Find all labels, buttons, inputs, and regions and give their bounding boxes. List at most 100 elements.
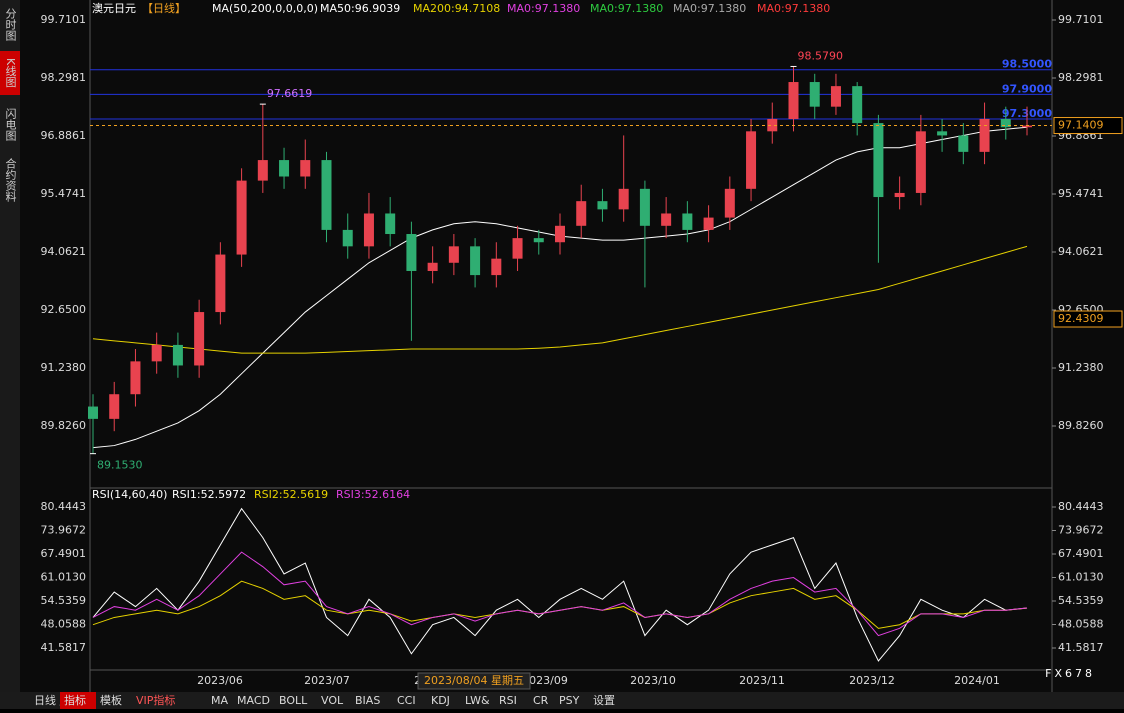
candle-body — [852, 86, 862, 123]
candle-body — [576, 201, 586, 226]
y-tick-label: 94.0621 — [41, 245, 87, 258]
legend-entry: RSI1:52.5972 — [172, 488, 246, 501]
candle-body — [343, 230, 353, 246]
price-badge-label: 92.4309 — [1058, 312, 1104, 325]
x-tick-label: 2023/06 — [197, 674, 243, 687]
candle-body — [364, 213, 374, 246]
toolbar-button[interactable]: RSI — [499, 694, 517, 707]
rsi-tick-label-right: 80.4443 — [1058, 500, 1104, 513]
candle-body — [88, 407, 98, 419]
candle-body — [980, 119, 990, 152]
legend-entry: RSI3:52.6164 — [336, 488, 410, 501]
legend-entry: MA0:97.1380 — [507, 2, 580, 15]
side-panel — [0, 0, 20, 692]
side-tab[interactable]: 闪电图 — [4, 107, 17, 142]
toolbar-button[interactable]: CCI — [397, 694, 416, 707]
annotation-label: 89.1530 — [97, 459, 143, 472]
y-tick-label-right: 99.7101 — [1058, 13, 1104, 26]
toolbar-button[interactable]: LW& — [465, 694, 490, 707]
toolbar-button[interactable]: MA — [211, 694, 228, 707]
toolbar-button[interactable]: PSY — [559, 694, 580, 707]
candle-body — [916, 131, 926, 193]
toolbar-button[interactable]: VIP指标 — [136, 693, 175, 707]
level-label: 98.5000 — [1002, 58, 1052, 71]
candle-body — [725, 189, 735, 218]
rsi-tick-label: 80.4443 — [41, 500, 87, 513]
toolbar-button[interactable]: 模板 — [100, 693, 122, 707]
candle-body — [937, 131, 947, 135]
y-tick-label: 92.6500 — [41, 303, 87, 316]
rsi-params: RSI(14,60,40) — [92, 488, 167, 501]
legend-entry: MA200:94.7108 — [413, 2, 500, 15]
y-tick-label: 98.2981 — [41, 71, 87, 84]
candle-body — [491, 259, 501, 275]
x-tick-label: 2024/01 — [954, 674, 1000, 687]
legend-entry: MA50:96.9039 — [320, 2, 400, 15]
tooltip: 2023/08/04 星期五 — [424, 674, 524, 687]
candle-body — [385, 213, 395, 234]
rsi-tick-label: 48.0588 — [41, 618, 87, 631]
x-tick-label: 2023/10 — [630, 674, 676, 687]
rsi-tick-label-right: 73.9672 — [1058, 523, 1104, 536]
y-tick-label-right: 89.8260 — [1058, 419, 1104, 432]
candle-body — [958, 135, 968, 151]
candle-body — [130, 361, 140, 394]
x-tick-label: 2023/07 — [304, 674, 350, 687]
candle-body — [322, 160, 332, 230]
candle-body — [555, 226, 565, 242]
rsi-tick-label-right: 67.4901 — [1058, 547, 1104, 560]
toolbar-button[interactable]: 指标 — [64, 693, 86, 707]
legend-entry: RSI2:52.5619 — [254, 488, 328, 501]
period: 【日线】 — [142, 1, 186, 15]
toolbar-button[interactable]: BOLL — [279, 694, 308, 707]
candle-body — [746, 131, 756, 189]
annotation-label: 98.5790 — [798, 49, 844, 62]
candle-body — [152, 345, 162, 361]
rsi-tick-label-right: 61.0130 — [1058, 570, 1104, 583]
toolbar-button[interactable]: VOL — [321, 694, 344, 707]
side-tab[interactable]: 合约资料 — [4, 157, 17, 203]
candle-body — [215, 255, 225, 313]
x-tick-label: 2023/12 — [849, 674, 895, 687]
toolbar-button[interactable]: MACD — [237, 694, 270, 707]
candle-body — [619, 189, 629, 210]
legend-entry: MA0:97.1380 — [757, 2, 830, 15]
y-tick-label-right: 95.4741 — [1058, 187, 1104, 200]
candle-body — [513, 238, 523, 259]
level-label: 97.9000 — [1002, 82, 1052, 95]
rsi-tick-label-right: 48.0588 — [1058, 618, 1104, 631]
candle-body — [279, 160, 289, 176]
side-tab[interactable]: 分时图 — [4, 8, 17, 42]
y-tick-label-right: 94.0621 — [1058, 245, 1104, 258]
x-tick-label: 2023/11 — [739, 674, 785, 687]
toolbar-button[interactable]: KDJ — [431, 694, 450, 707]
candle-body — [704, 218, 714, 230]
toolbar-button[interactable]: CR — [533, 694, 549, 707]
rsi-tick-label-right: 54.5359 — [1058, 594, 1104, 607]
candle-body — [173, 345, 183, 366]
candle-body — [789, 82, 799, 119]
candle-body — [597, 201, 607, 209]
y-tick-label: 96.8861 — [41, 129, 87, 142]
toolbar-button[interactable]: 设置 — [593, 694, 615, 707]
rsi-tick-label: 73.9672 — [41, 523, 87, 536]
candle-body — [895, 193, 905, 197]
rsi-tick-label-right: 41.5817 — [1058, 641, 1104, 654]
legend-entry: MA0:97.1380 — [673, 2, 746, 15]
y-tick-label: 99.7101 — [41, 13, 87, 26]
candle-body — [194, 312, 204, 365]
candle-body — [428, 263, 438, 271]
rsi-tick-label: 54.5359 — [41, 594, 87, 607]
toolbar-button[interactable]: BIAS — [355, 694, 380, 707]
rsi-tick-label: 61.0130 — [41, 570, 87, 583]
candle-body — [661, 213, 671, 225]
candle-body — [534, 238, 544, 242]
side-tab[interactable]: K线图 — [4, 58, 17, 88]
candle-body — [640, 189, 650, 226]
ma-params: MA(50,200,0,0,0,0) — [212, 2, 318, 15]
y-tick-label: 91.2380 — [41, 361, 87, 374]
candle-body — [810, 82, 820, 107]
